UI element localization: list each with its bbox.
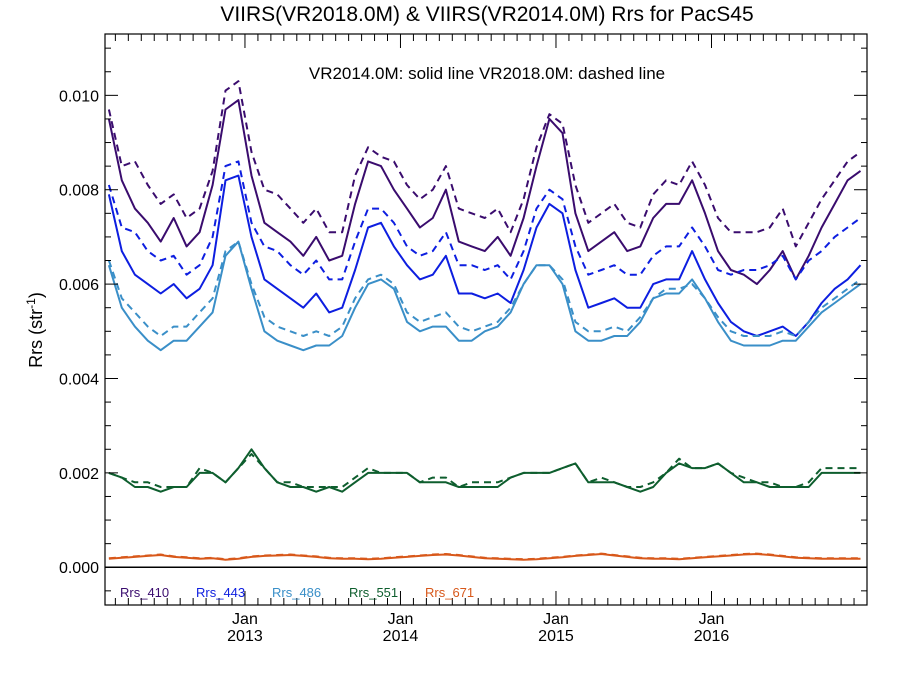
y-tick-label: 0.000 bbox=[59, 560, 99, 577]
legend-entry-rrs-443: Rrs_443 bbox=[196, 585, 245, 600]
y-axis-label-tail: ) bbox=[26, 292, 46, 298]
series-line-rrs-671-vr2018-0m bbox=[108, 552, 861, 561]
legend: Rrs_410 Rrs_443 Rrs_486 Rrs_551 Rrs_671 bbox=[120, 585, 474, 600]
axes-layer: 0.0000.0020.0040.0060.0080.010Jan2013Jan… bbox=[59, 33, 868, 645]
x-tick-label-year: 2014 bbox=[383, 628, 419, 645]
x-tick-label-month: Jan bbox=[699, 611, 725, 628]
x-tick-label-month: Jan bbox=[543, 611, 569, 628]
series-line-rrs-443 bbox=[107, 174, 862, 337]
y-tick-label: 0.002 bbox=[59, 466, 99, 483]
legend-entry-rrs-551: Rrs_551 bbox=[349, 585, 398, 600]
series-line-rrs-486 bbox=[107, 240, 862, 352]
chart-title: VIIRS(VR2018.0M) & VIIRS(VR2014.0M) Rrs … bbox=[220, 3, 753, 26]
series-line-rrs-410-vr2018-0m bbox=[107, 80, 862, 248]
legend-entry-rrs-671: Rrs_671 bbox=[425, 585, 474, 600]
series-line-rrs-486-vr2018-0m bbox=[107, 240, 862, 337]
y-axis-label-superscript: -1 bbox=[24, 298, 38, 309]
series-line-rrs-551-vr2018-0m bbox=[108, 453, 861, 488]
y-tick-label: 0.010 bbox=[59, 88, 99, 105]
legend-entry-rrs-410: Rrs_410 bbox=[120, 585, 169, 600]
x-tick-label-month: Jan bbox=[232, 611, 258, 628]
x-tick-label-month: Jan bbox=[388, 611, 414, 628]
x-tick-label-year: 2015 bbox=[538, 628, 574, 645]
series-line-rrs-443-vr2018-0m bbox=[107, 160, 862, 281]
y-axis-label-main: Rrs (str bbox=[26, 309, 46, 368]
y-tick-label: 0.006 bbox=[59, 277, 99, 294]
x-tick-label-year: 2013 bbox=[227, 628, 263, 645]
series-layer bbox=[107, 80, 862, 561]
series-line-rrs-551 bbox=[108, 448, 861, 493]
line-style-annotation: VR2014.0M: solid line VR2018.0M: dashed … bbox=[309, 64, 665, 83]
plot-frame bbox=[104, 33, 868, 606]
y-tick-label: 0.008 bbox=[59, 183, 99, 200]
x-tick-label-year: 2016 bbox=[694, 628, 730, 645]
legend-entry-rrs-486: Rrs_486 bbox=[272, 585, 321, 600]
y-axis-label: Rrs (str-1) bbox=[24, 292, 46, 368]
y-tick-label: 0.004 bbox=[59, 371, 99, 388]
series-line-rrs-410 bbox=[107, 99, 862, 286]
